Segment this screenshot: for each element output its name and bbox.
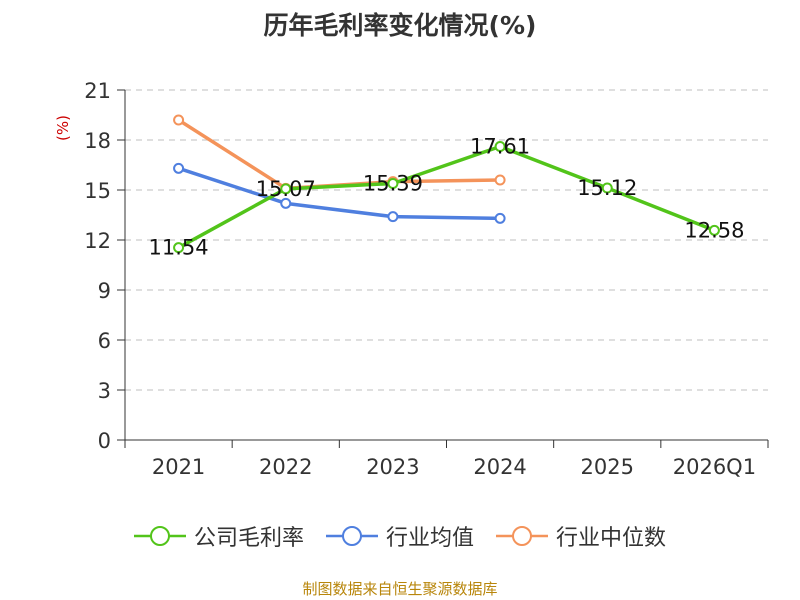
legend-line-marker-icon xyxy=(133,526,186,546)
data-label: 11.54 xyxy=(149,236,209,260)
data-point xyxy=(280,183,292,195)
y-tick-label: 12 xyxy=(84,229,111,253)
data-point xyxy=(387,178,399,189)
data-label: 15.12 xyxy=(577,176,637,200)
x-tick-label: 2026Q1 xyxy=(673,455,756,479)
series-line xyxy=(176,144,717,250)
chart-title: 历年毛利率变化情况(%) xyxy=(263,11,537,40)
legend-label: 公司毛利率 xyxy=(193,526,304,551)
legend-item-industry-mean[interactable]: 行业均值 xyxy=(325,520,474,552)
data-label: 17.61 xyxy=(470,135,530,159)
data-point xyxy=(494,212,506,224)
legend-item-industry-median[interactable]: 行业中位数 xyxy=(496,520,666,552)
data-point xyxy=(387,211,399,223)
data-point xyxy=(601,182,613,194)
data-point xyxy=(173,242,185,254)
data-source-note: 制图数据来自恒生聚源数据库 xyxy=(302,580,498,598)
data-labels: 11.54 15.07 15.39 17.61 15.12 12.58 xyxy=(149,135,745,260)
y-tick-label: 3 xyxy=(98,379,111,403)
series-line xyxy=(176,118,502,191)
data-point xyxy=(708,224,720,236)
x-tick-label: 2024 xyxy=(473,455,526,479)
y-tick-label: 9 xyxy=(98,279,111,303)
y-tick-label: 15 xyxy=(84,179,111,203)
legend-item-company-margin[interactable]: 公司毛利率 xyxy=(133,520,304,552)
x-tick-label: 2021 xyxy=(152,455,205,479)
axes: 0 3 6 9 12 15 18 21 2021 2022 2023 2024 2025 2026Q1 xyxy=(84,79,769,479)
data-label: 15.39 xyxy=(363,172,423,196)
x-tick-label: 2025 xyxy=(581,455,634,479)
data-label: 12.58 xyxy=(684,218,744,242)
y-tick-label: 6 xyxy=(98,329,111,353)
y-axis-unit-label: (%) xyxy=(54,115,72,141)
data-point xyxy=(173,114,185,126)
data-point xyxy=(494,141,506,152)
data-point xyxy=(280,197,292,209)
x-tick-label: 2022 xyxy=(259,455,312,479)
data-point xyxy=(173,162,185,174)
y-tick-label: 18 xyxy=(84,129,111,153)
y-tick-label: 0 xyxy=(98,429,111,453)
series-lines xyxy=(173,114,720,254)
legend-line-marker-icon xyxy=(496,526,548,546)
data-point xyxy=(494,174,506,186)
series-line xyxy=(176,166,502,221)
grid-lines xyxy=(125,89,768,391)
y-tick-label: 21 xyxy=(84,79,111,103)
legend-line-marker-icon xyxy=(325,526,378,546)
legend: 公司毛利率 行业均值 行业中位数 xyxy=(0,520,800,552)
legend-label: 行业均值 xyxy=(385,526,474,551)
x-tick-label: 2023 xyxy=(366,455,419,479)
data-label: 15.07 xyxy=(256,177,316,201)
legend-label: 行业中位数 xyxy=(556,526,667,551)
